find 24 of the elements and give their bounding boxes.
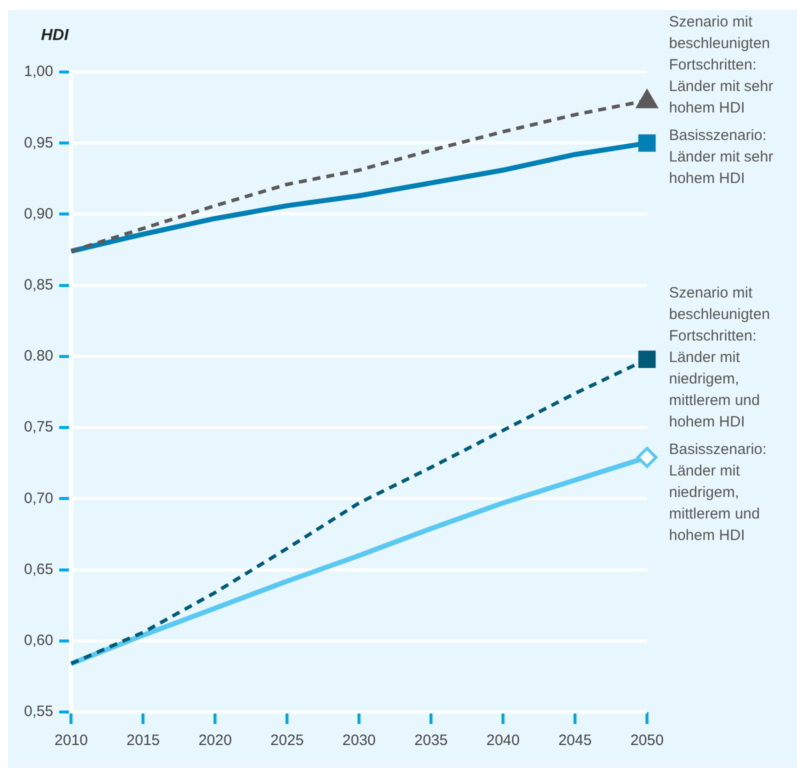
series-label: Basisszenario: Länder mit sehr hohem HDI xyxy=(669,126,774,187)
x-tick-label: 2045 xyxy=(558,732,592,750)
x-tick-label: 2035 xyxy=(414,732,448,750)
y-tick-label: 0,90 xyxy=(24,205,54,222)
y-tick-label: 0,75 xyxy=(24,418,54,436)
y-axis-title: HDI xyxy=(41,27,70,44)
y-tick-label: 0,55 xyxy=(24,703,54,720)
series-label: Basisszenario: Länder mit niedrigem, mittlerem und hohem HDI xyxy=(669,441,767,544)
x-tick-label: 2025 xyxy=(270,732,304,750)
y-tick-label: 0,60 xyxy=(24,632,54,650)
y-tick-label: 0,85 xyxy=(24,276,54,294)
series-label: Szenario mit beschleunigten Fortschritten: Länder mit niedrigem, mittlerem und hohem HDI xyxy=(669,284,770,431)
y-tick-label: 1,00 xyxy=(24,63,54,80)
x-tick-label: 2020 xyxy=(198,732,232,750)
y-tick-label: 0,70 xyxy=(24,490,54,507)
series-label: Szenario mit beschleunigten Fortschritten: Länder mit sehr hohem HDI xyxy=(669,13,774,116)
x-tick-label: 2040 xyxy=(486,732,520,750)
y-tick-label: 0,95 xyxy=(24,134,54,152)
x-tick-label: 2030 xyxy=(342,732,376,750)
y-tick-label: 0.80 xyxy=(24,348,54,365)
y-tick-label: 0,65 xyxy=(24,560,54,578)
x-tick-label: 2050 xyxy=(630,732,664,750)
x-tick-label: 2015 xyxy=(126,732,160,750)
x-tick-label: 2010 xyxy=(54,732,88,750)
